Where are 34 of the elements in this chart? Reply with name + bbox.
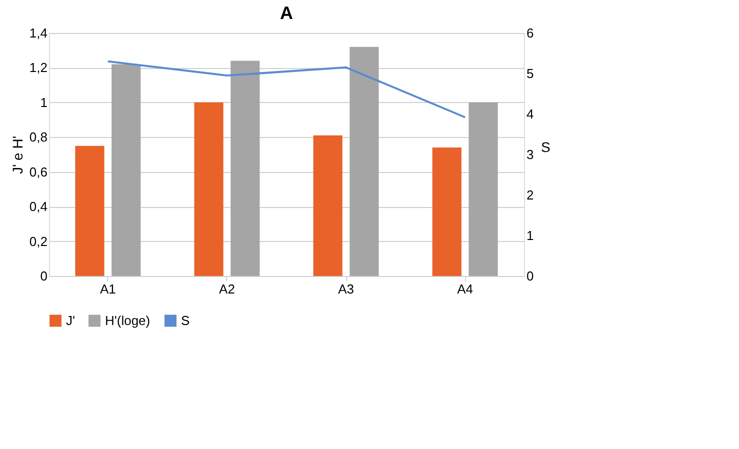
bar	[313, 135, 342, 276]
chart-title: A	[280, 3, 293, 23]
x-tick-label: A1	[100, 282, 116, 296]
legend-label: J'	[66, 312, 75, 328]
y-tick-label: 0,2	[29, 234, 48, 249]
x-tick-label: A4	[457, 282, 474, 296]
y2-axis-title: S	[541, 139, 550, 155]
bar	[230, 60, 260, 276]
y2-tick-label: 1	[526, 228, 534, 243]
y-tick-label: 0	[40, 268, 48, 284]
y2-tick-label: 0	[526, 268, 534, 284]
y-axis-title: J' e H'	[9, 136, 26, 174]
y2-tick-label: 6	[526, 26, 534, 40]
y2-tick-label: 2	[526, 188, 534, 202]
y-tick-label: 1,4	[29, 26, 48, 40]
y2-tick-label: 3	[526, 147, 534, 162]
x-tick-label: A2	[219, 282, 235, 296]
bar	[75, 146, 104, 276]
y-tick-label: 1,2	[29, 60, 48, 76]
bar	[350, 46, 379, 276]
y-tick-label: 0,8	[29, 130, 48, 145]
line-series	[106, 60, 466, 118]
y-tick-label: 0,4	[29, 199, 48, 214]
bar	[194, 102, 224, 276]
bar	[432, 148, 462, 276]
legend-label: H'(loge)	[105, 312, 150, 328]
y2-tick-label: 4	[526, 106, 534, 122]
legend-label: S	[181, 312, 190, 328]
bar	[468, 102, 498, 276]
y-tick-label: 1	[40, 94, 48, 110]
bar	[112, 64, 141, 276]
y2-tick-label: 5	[526, 66, 534, 81]
x-tick-label: A3	[338, 282, 354, 296]
y-tick-label: 0,6	[29, 164, 48, 180]
